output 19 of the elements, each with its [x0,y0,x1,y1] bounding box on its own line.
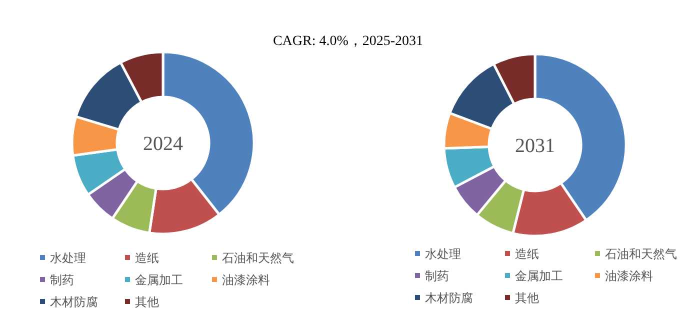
legend-label: 油漆涂料 [222,273,270,287]
legend-label: 造纸 [515,247,539,261]
legend-label: 制药 [50,273,74,287]
legend-label: 木材防腐 [50,295,98,309]
text: 2031 [515,135,555,157]
legend-label: 木材防腐 [425,291,473,305]
legend-label: 金属加工 [135,273,183,287]
legend-label: 金属加工 [515,269,563,283]
legend-label: 油漆涂料 [605,269,653,283]
legend-label: 其他 [135,295,159,309]
legend-label: 水处理 [50,251,86,265]
text: CAGR: 4.0%，2025-2031 [272,34,424,49]
text: 2024 [143,133,183,155]
legend-label: 石油和天然气 [222,251,294,265]
legend-label: 其他 [515,291,539,305]
legend-label: 水处理 [425,247,461,261]
legend-label: 制药 [425,269,449,283]
legend-label: 造纸 [135,251,159,265]
legend-label: 石油和天然气 [605,247,677,261]
